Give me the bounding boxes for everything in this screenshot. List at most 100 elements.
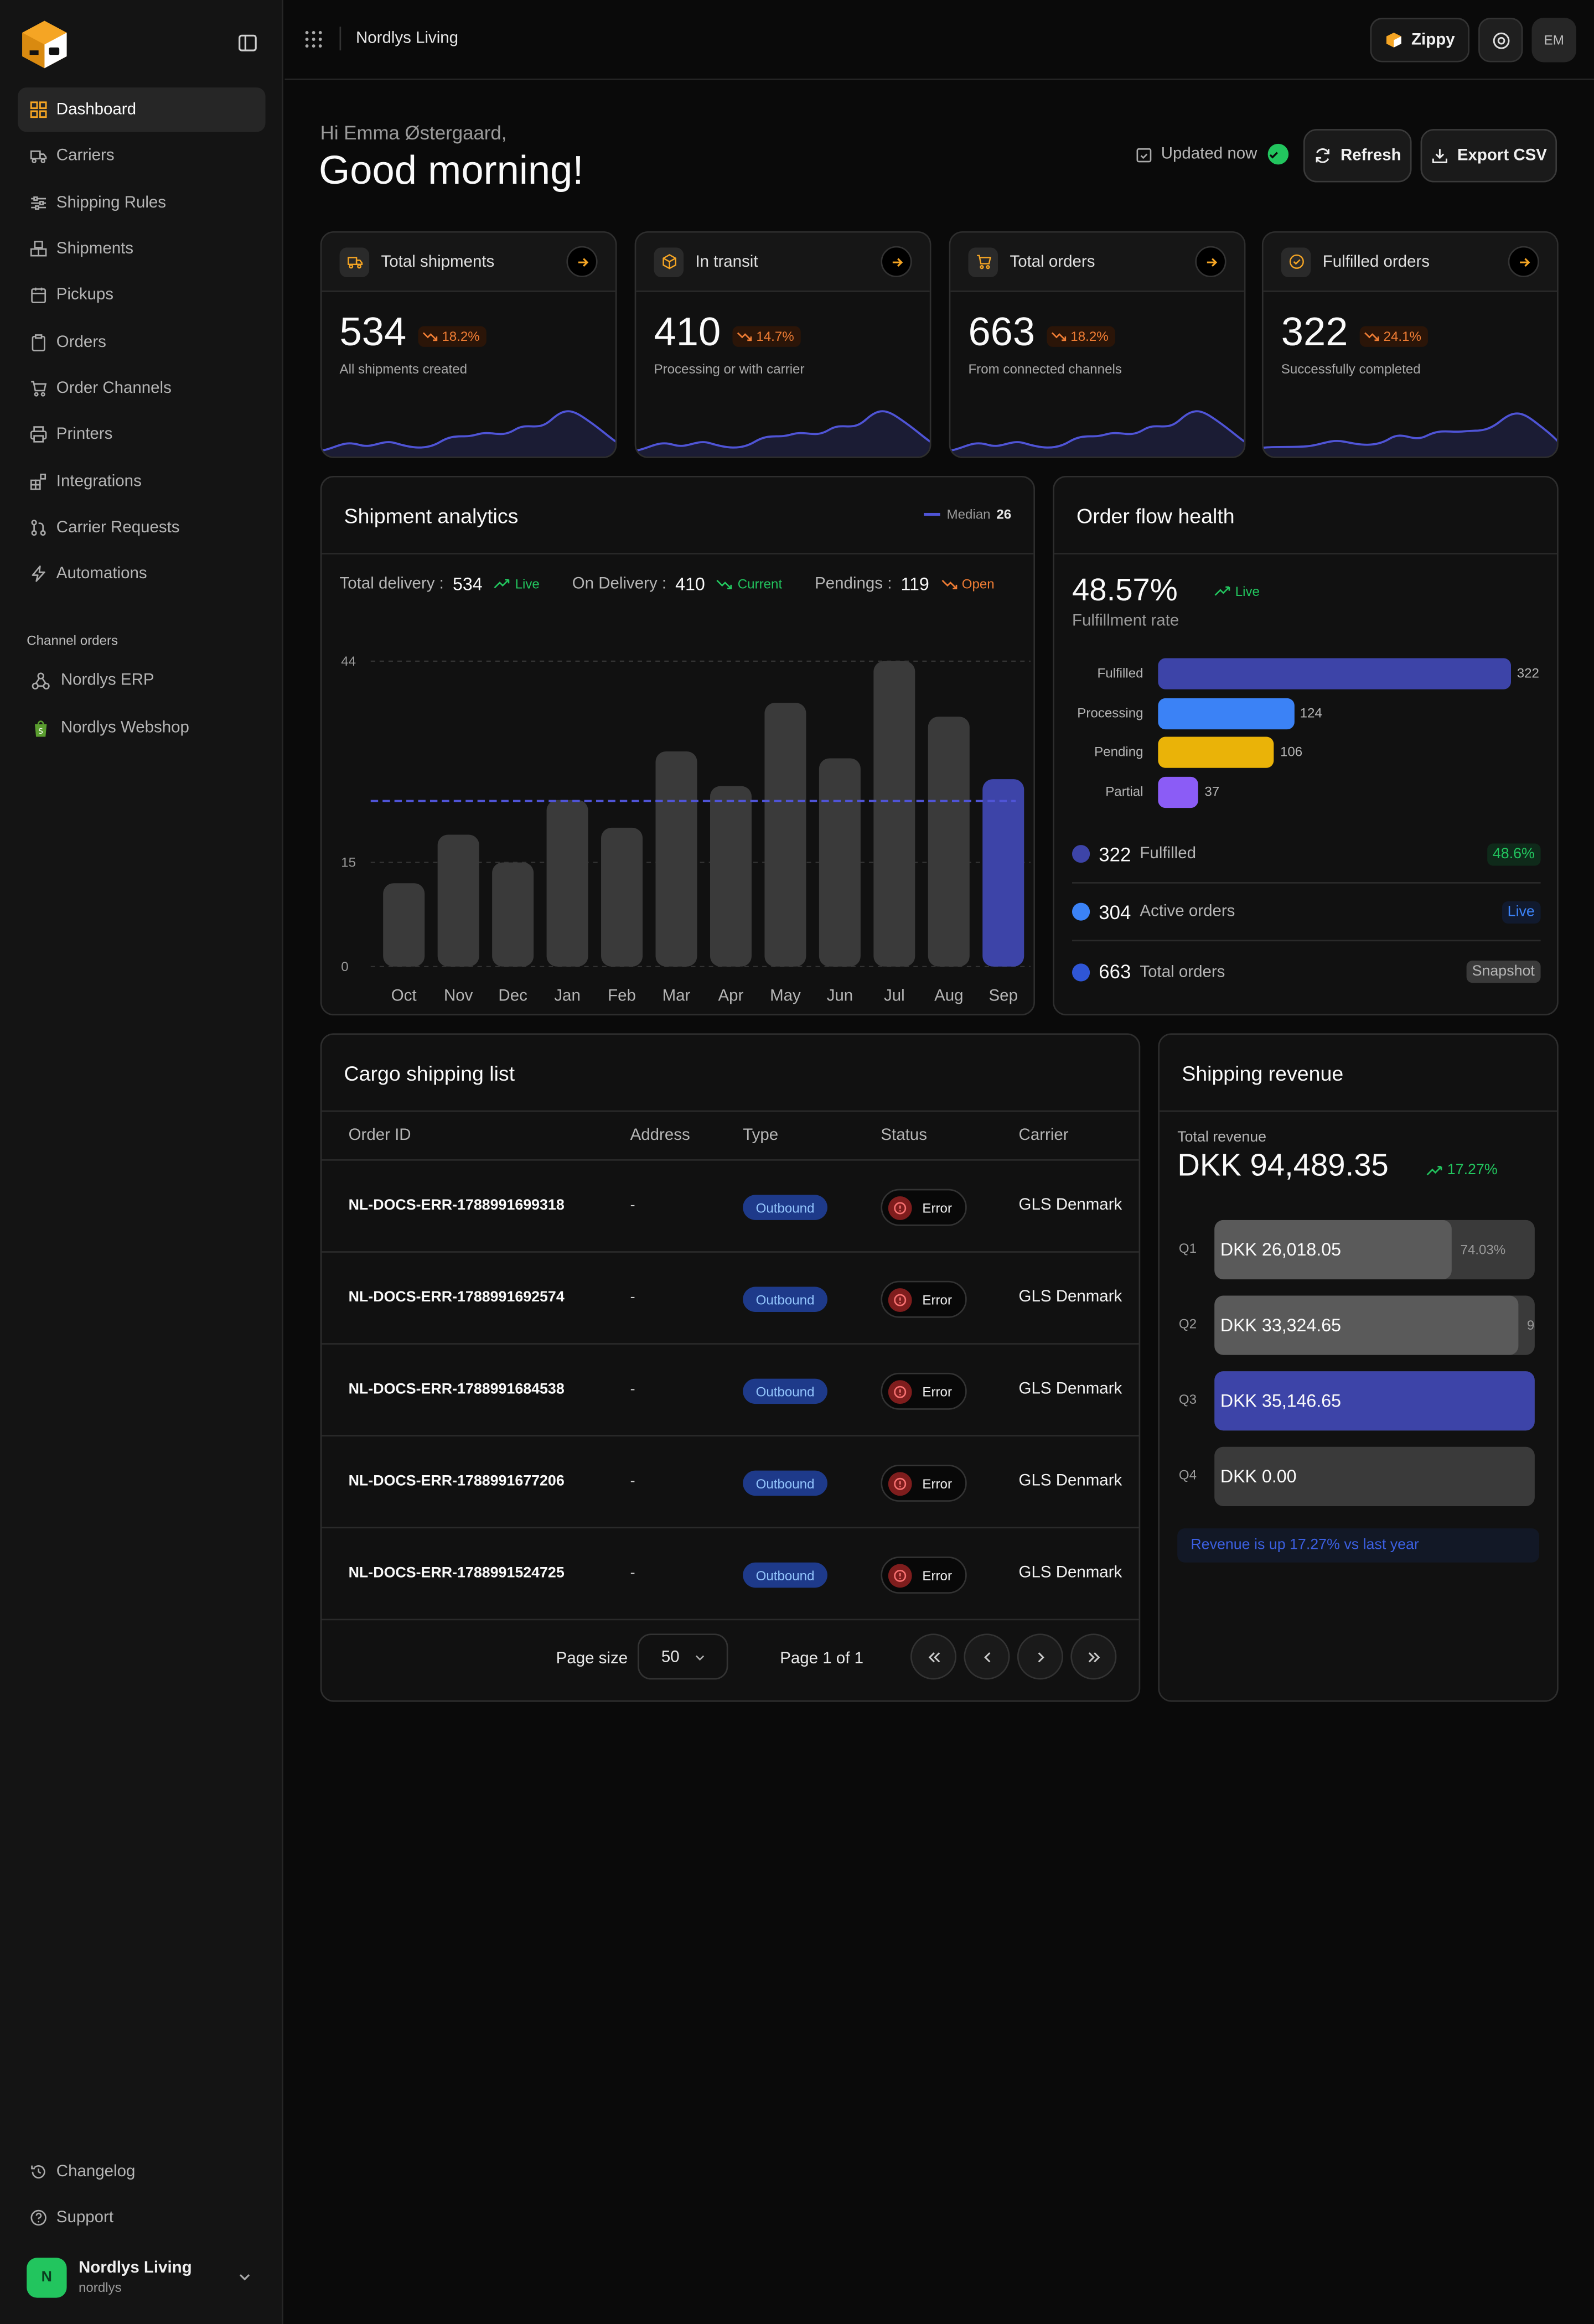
quarter-amount: DKK 35,146.65 — [1220, 1390, 1341, 1412]
arrow-right-icon[interactable] — [566, 246, 598, 277]
legend-badge: 48.6% — [1487, 843, 1541, 865]
dashboard-icon — [30, 101, 47, 118]
check-circle-icon — [1281, 247, 1311, 277]
nav-item-integrations[interactable]: Integrations — [18, 459, 265, 504]
type-badge: Outbound — [743, 1470, 827, 1496]
nav-label: Orders — [56, 333, 106, 351]
nav-item-support[interactable]: Support — [18, 2196, 265, 2240]
stat-card-total-orders[interactable]: Total orders 663 18.2% From connected ch… — [949, 231, 1246, 458]
arrow-right-icon[interactable] — [1508, 246, 1539, 277]
status-badge: Error — [881, 1280, 967, 1318]
nav-item-carriers[interactable]: Carriers — [18, 134, 265, 178]
total-revenue-label: Total revenue — [1177, 1129, 1267, 1146]
order-id[interactable]: NL-DOCS-ERR-1788991692574 — [348, 1289, 565, 1306]
status-bar[interactable] — [1158, 658, 1512, 689]
stat-label: Fulfilled orders — [1322, 252, 1430, 271]
x-tick-label: May — [770, 986, 801, 1004]
stat-card-total-shipments[interactable]: Total shipments 534 18.2% All shipments … — [320, 231, 617, 458]
boxes-icon — [30, 241, 47, 257]
order-id[interactable]: NL-DOCS-ERR-1788991699318 — [348, 1197, 565, 1215]
nav-item-shipments[interactable]: Shipments — [18, 227, 265, 271]
quarter-percent: 94 — [1526, 1317, 1535, 1333]
git-pull-icon — [31, 520, 46, 536]
quarter-track[interactable]: DKK 35,146.65 — [1214, 1371, 1535, 1431]
table-row[interactable]: NL-DOCS-ERR-1788991699318 - Outbound Error G… — [322, 1161, 1139, 1253]
workspace-name[interactable]: Nordlys Living — [355, 29, 459, 48]
refresh-button[interactable]: Refresh — [1303, 129, 1412, 183]
column-header[interactable]: Carrier — [1018, 1127, 1069, 1145]
x-tick-label: Mar — [663, 986, 691, 1004]
channel-item-nordlys-webshop[interactable]: S Nordlys Webshop — [18, 706, 265, 750]
address-cell: - — [630, 1474, 635, 1490]
nav-item-changelog[interactable]: Changelog — [18, 2150, 265, 2194]
status-bar[interactable] — [1158, 736, 1275, 768]
prev-page-button[interactable] — [964, 1633, 1010, 1680]
x-tick-label: Feb — [608, 986, 636, 1004]
quarter-track[interactable]: DKK 26,018.05 74.03% — [1214, 1220, 1535, 1280]
metric-tag: Live — [494, 577, 540, 592]
arrow-right-icon[interactable] — [881, 246, 912, 277]
stat-value: 534 — [339, 309, 407, 355]
apps-grid-icon[interactable] — [304, 30, 323, 49]
nav-item-carrier-requests[interactable]: Carrier Requests — [18, 506, 265, 550]
svg-text:S: S — [38, 727, 43, 735]
quarter-label: Q3 — [1178, 1392, 1197, 1407]
stat-card-fulfilled-orders[interactable]: Fulfilled orders 322 24.1% Successfully … — [1261, 231, 1559, 458]
nav-label: Carriers — [56, 147, 115, 165]
order-id[interactable]: NL-DOCS-ERR-1788991524725 — [348, 1565, 565, 1582]
column-header[interactable]: Order ID — [348, 1127, 411, 1145]
chart-bar — [601, 827, 643, 967]
stat-card-in-transit[interactable]: In transit 410 14.7% Processing or with … — [634, 231, 931, 458]
quarter-track[interactable]: DKK 33,324.65 94 — [1214, 1295, 1535, 1355]
zippy-button[interactable]: Zippy — [1370, 18, 1469, 63]
chat-button[interactable] — [1478, 18, 1523, 63]
status-bar[interactable] — [1158, 776, 1199, 807]
page-size-select[interactable]: 50 — [638, 1633, 728, 1680]
page-info: Page 1 of 1 — [780, 1649, 863, 1668]
fulfillment-rate-label: Fulfillment rate — [1072, 612, 1179, 630]
metric-value: 410 — [675, 573, 705, 595]
nav-item-printers[interactable]: Printers — [18, 413, 265, 457]
page-size-label: Page size — [556, 1649, 628, 1668]
channel-item-nordlys-erp[interactable]: Nordlys ERP — [18, 658, 265, 703]
table-row[interactable]: NL-DOCS-ERR-1788991524725 - Outbound Error G… — [322, 1528, 1139, 1621]
last-page-button[interactable] — [1070, 1633, 1117, 1680]
table-row[interactable]: NL-DOCS-ERR-1788991684538 - Outbound Error G… — [322, 1345, 1139, 1437]
nav-item-automations[interactable]: Automations — [18, 552, 265, 596]
status-bar[interactable] — [1158, 697, 1294, 729]
next-page-button[interactable] — [1017, 1633, 1063, 1680]
column-header[interactable]: Status — [881, 1127, 927, 1145]
export-csv-button[interactable]: Export CSV — [1420, 129, 1557, 183]
table-row[interactable]: NL-DOCS-ERR-1788991677206 - Outbound Error G… — [322, 1436, 1139, 1529]
sparkline — [950, 410, 1244, 457]
user-menu[interactable]: N Nordlys Living nordlys — [18, 2248, 265, 2307]
order-id[interactable]: NL-DOCS-ERR-1788991684538 — [348, 1381, 565, 1398]
quarter-track[interactable]: DKK 0.00 — [1214, 1446, 1535, 1506]
first-page-button[interactable] — [910, 1633, 957, 1680]
column-header[interactable]: Type — [743, 1127, 779, 1145]
sidebar-collapse-icon[interactable] — [236, 31, 260, 55]
refresh-label: Refresh — [1340, 147, 1401, 165]
table-row[interactable]: NL-DOCS-ERR-1788991692574 - Outbound Error G… — [322, 1253, 1139, 1345]
nav-item-pickups[interactable]: Pickups — [18, 273, 265, 318]
trending-down-icon — [941, 579, 957, 589]
quarter-row: Q2 DKK 33,324.65 94 — [1160, 1295, 1557, 1355]
download-icon — [1432, 149, 1447, 163]
nav-item-order-channels[interactable]: Order Channels — [18, 366, 265, 411]
nav-item-dashboard[interactable]: Dashboard — [18, 87, 266, 132]
trending-down-icon — [422, 332, 438, 341]
column-header[interactable]: Address — [630, 1127, 690, 1145]
quarter-label: Q4 — [1178, 1467, 1197, 1483]
chevron-left-icon — [983, 1651, 990, 1662]
y-tick-label: 15 — [341, 855, 356, 870]
nav-item-orders[interactable]: Orders — [18, 320, 265, 364]
nav-item-shipping-rules[interactable]: Shipping Rules — [18, 180, 265, 225]
nav-label: Shipments — [56, 240, 134, 258]
stat-change-badge: 18.2% — [1047, 326, 1115, 347]
user-avatar-button[interactable]: EM — [1531, 18, 1576, 63]
app-logo[interactable] — [18, 18, 71, 71]
arrow-right-icon[interactable] — [1195, 246, 1226, 277]
order-id[interactable]: NL-DOCS-ERR-1788991677206 — [348, 1474, 565, 1490]
refresh-icon — [1316, 148, 1329, 163]
revenue-note: Revenue is up 17.27% vs last year — [1177, 1528, 1539, 1563]
